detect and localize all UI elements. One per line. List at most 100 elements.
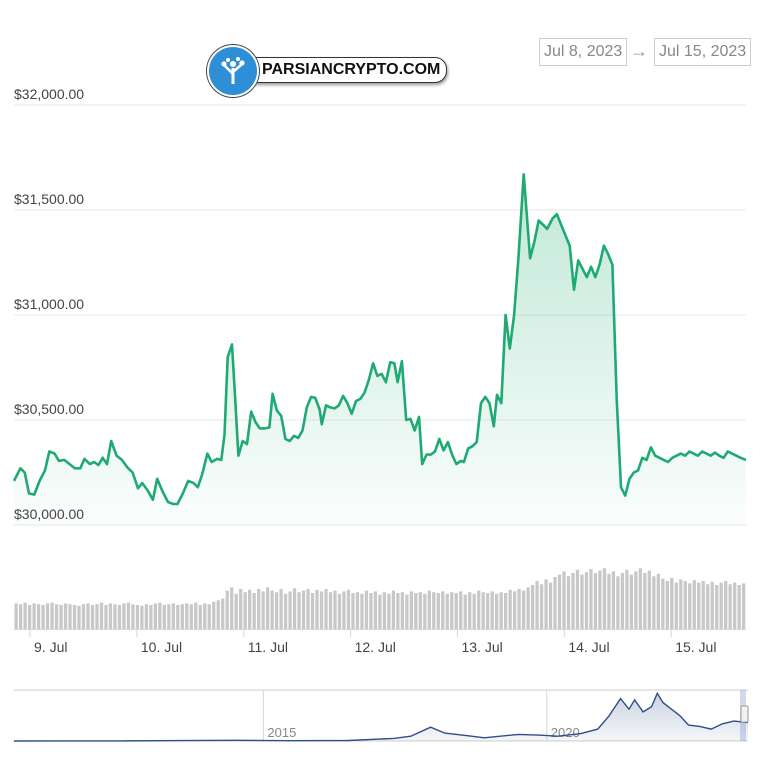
- volume-bar: [423, 593, 427, 629]
- volume-bar: [279, 589, 283, 629]
- volume-bar: [310, 593, 315, 629]
- volume-bar: [441, 591, 445, 629]
- x-axis-labels: 9. Jul 10. Jul 11. Jul 12. Jul 13. Jul 14. Ju…: [29, 629, 716, 655]
- volume-bar: [221, 598, 225, 629]
- volume-bar: [679, 579, 683, 629]
- volume-bar: [32, 603, 36, 629]
- volume-bar: [468, 592, 472, 629]
- volume-bar: [391, 590, 396, 629]
- volume-bar: [198, 605, 202, 629]
- volume-bar: [625, 569, 629, 629]
- volume-bar: [248, 589, 252, 629]
- volume-bar: [153, 603, 158, 629]
- volume-bar: [207, 604, 211, 629]
- volume-bar: [418, 592, 422, 629]
- volume-bar: [243, 592, 247, 629]
- volume-bar: [180, 604, 184, 629]
- volume-bar: [68, 604, 72, 629]
- volume-bar: [486, 593, 490, 629]
- y-axis-labels: $32,000.00 $31,500.00 $31,000.00 $30,500.00…: [14, 86, 84, 522]
- volume-bar: [459, 591, 463, 629]
- volume-bar: [194, 602, 198, 629]
- volume-bar: [319, 591, 324, 629]
- tree-icon: [207, 45, 259, 97]
- volume-bar: [414, 593, 418, 629]
- watermark-logo: PARSIANCRYPTO.COM: [207, 45, 448, 97]
- volume-bar: [710, 581, 714, 629]
- volume-bar: [535, 581, 539, 629]
- volume-bar: [324, 589, 328, 629]
- volume-bar: [656, 573, 660, 629]
- volume-bar: [701, 581, 705, 629]
- volume-bar: [674, 582, 678, 629]
- x-tick-label: 14. Jul: [568, 639, 609, 655]
- volume-bar: [463, 594, 467, 629]
- x-tick-label: 11. Jul: [248, 639, 288, 655]
- volume-bar: [14, 603, 18, 629]
- volume-bar: [409, 591, 413, 629]
- volume-bar: [432, 592, 436, 629]
- volume-bar: [530, 585, 535, 629]
- volume-bar: [742, 583, 746, 629]
- navigator-handle[interactable]: [740, 705, 749, 723]
- volume-bar: [369, 593, 373, 629]
- volume-bar: [553, 577, 557, 629]
- volume-bar: [45, 603, 50, 629]
- volume-bar: [90, 605, 95, 629]
- volume-bar: [86, 603, 90, 629]
- volume-bar: [400, 592, 404, 629]
- x-tick-label: 12. Jul: [355, 639, 396, 655]
- volume-bar: [252, 593, 256, 629]
- volume-bar: [611, 571, 616, 629]
- y-tick-label: $30,500.00: [14, 401, 84, 417]
- volume-layer: [14, 568, 746, 630]
- volume-bar: [692, 580, 696, 629]
- range-arrow: →: [630, 41, 648, 61]
- volume-bar: [724, 581, 728, 629]
- area-layer: [12, 173, 747, 526]
- volume-bar: [230, 587, 234, 629]
- volume-bar: [257, 589, 261, 629]
- volume-bar: [176, 605, 180, 629]
- volume-bar: [167, 604, 171, 629]
- x-tick-label: 10. Jul: [141, 639, 182, 655]
- volume-bar: [225, 590, 229, 629]
- range-end-input[interactable]: Jul 15, 2023: [654, 38, 752, 66]
- watermark-text: PARSIANCRYPTO.COM: [233, 57, 448, 83]
- volume-bar: [477, 590, 481, 629]
- volume-bar: [638, 568, 643, 629]
- volume-bar: [36, 604, 41, 629]
- volume-bar: [122, 603, 126, 629]
- volume-bar: [328, 592, 333, 629]
- y-tick-label: $31,000.00: [14, 296, 84, 312]
- volume-bar: [445, 593, 449, 629]
- range-start-input[interactable]: Jul 8, 2023: [539, 38, 628, 66]
- volume-bar: [580, 574, 584, 629]
- volume-bar: [131, 604, 135, 629]
- volume-bar: [158, 602, 162, 629]
- volume-bar: [688, 583, 692, 629]
- volume-bar: [647, 570, 651, 629]
- volume-bar: [436, 593, 440, 629]
- volume-bar: [508, 589, 512, 629]
- volume-bar: [292, 588, 297, 629]
- volume-bar: [41, 605, 45, 629]
- volume-bar: [301, 590, 306, 629]
- volume-bar: [364, 590, 369, 629]
- x-tick-label: 15. Jul: [675, 639, 716, 655]
- price-area: [14, 174, 746, 526]
- y-tick-label: $30,000.00: [14, 506, 84, 522]
- volume-bar: [50, 602, 54, 629]
- volume-bar: [203, 603, 207, 629]
- volume-bar: [481, 592, 485, 629]
- navigator[interactable]: 2015 2020: [13, 689, 749, 742]
- volume-bar: [337, 593, 342, 629]
- volume-bar: [526, 587, 530, 629]
- volume-bar: [683, 581, 687, 629]
- volume-bar: [427, 590, 431, 629]
- volume-bar: [544, 579, 548, 629]
- volume-bar: [517, 589, 521, 629]
- volume-bar: [715, 585, 719, 629]
- volume-bar: [234, 593, 238, 629]
- y-tick-label: $32,000.00: [14, 86, 84, 102]
